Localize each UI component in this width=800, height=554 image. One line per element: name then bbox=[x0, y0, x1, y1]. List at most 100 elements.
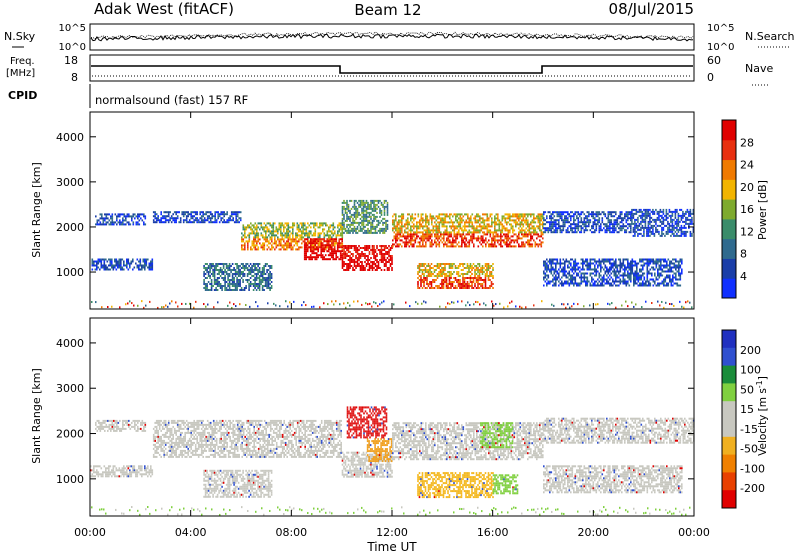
power-cell bbox=[250, 232, 252, 235]
power-cell bbox=[411, 225, 414, 228]
power-cell bbox=[416, 229, 418, 232]
power-cell bbox=[347, 223, 350, 226]
power-cell bbox=[281, 238, 284, 241]
power-cell bbox=[643, 262, 646, 265]
power-cell bbox=[152, 211, 155, 214]
power-cell bbox=[100, 264, 103, 267]
power-cell bbox=[239, 273, 241, 275]
power-cell bbox=[254, 269, 256, 271]
power-cell bbox=[588, 262, 590, 265]
power-cell bbox=[512, 227, 514, 230]
power-cell bbox=[559, 266, 562, 269]
power-cell bbox=[293, 240, 296, 243]
power-cell bbox=[670, 280, 673, 283]
power-cell bbox=[510, 225, 513, 228]
power-cell bbox=[340, 224, 342, 227]
power-cell bbox=[234, 289, 237, 291]
power-cell bbox=[592, 227, 595, 230]
power-cell bbox=[271, 244, 273, 247]
power-cell bbox=[564, 223, 566, 226]
power-cell bbox=[298, 234, 300, 237]
power-cell bbox=[534, 227, 537, 230]
power-cell bbox=[361, 251, 363, 253]
power-cell bbox=[495, 213, 498, 216]
power-cell bbox=[402, 217, 405, 220]
power-cell bbox=[497, 217, 499, 220]
power-cell bbox=[367, 269, 369, 271]
power-cell bbox=[559, 215, 562, 218]
power-cell bbox=[616, 274, 619, 277]
power-cell bbox=[118, 260, 121, 263]
power-cell bbox=[585, 284, 587, 287]
power-cell bbox=[349, 247, 351, 249]
power-cell bbox=[564, 211, 566, 214]
power-cell bbox=[607, 215, 610, 218]
power-cell bbox=[405, 221, 408, 224]
power-cell bbox=[306, 256, 309, 259]
power-cell bbox=[142, 266, 145, 269]
power-cell bbox=[272, 222, 275, 225]
power-cell bbox=[672, 270, 674, 273]
power-cell bbox=[349, 231, 351, 234]
power-cell bbox=[133, 266, 136, 269]
power-cell bbox=[598, 262, 601, 265]
power-cell bbox=[299, 222, 302, 225]
power-cell bbox=[654, 262, 656, 265]
power-cell bbox=[586, 278, 589, 281]
power-cell bbox=[414, 233, 417, 236]
power-cell bbox=[380, 257, 383, 259]
power-cell bbox=[609, 258, 611, 261]
power-cell bbox=[552, 268, 554, 271]
power-cell bbox=[464, 229, 466, 232]
power-cell bbox=[468, 245, 471, 248]
power-cell bbox=[334, 226, 336, 229]
power-cell bbox=[281, 236, 284, 239]
power-cell bbox=[308, 234, 311, 237]
power-cell bbox=[637, 278, 640, 281]
power-cell bbox=[389, 259, 392, 261]
power-cell bbox=[339, 246, 342, 249]
power-cell bbox=[352, 261, 354, 263]
power-cell bbox=[601, 260, 604, 263]
power-cell bbox=[380, 255, 383, 257]
power-cell bbox=[610, 284, 613, 287]
power-cell bbox=[255, 285, 258, 287]
power-cell bbox=[555, 223, 557, 226]
power-cell bbox=[343, 215, 345, 218]
power-cell bbox=[203, 273, 205, 275]
power-cell bbox=[385, 229, 387, 232]
power-cell bbox=[126, 221, 129, 224]
power-cell bbox=[227, 273, 229, 275]
power-cell bbox=[595, 262, 598, 265]
power-cell bbox=[418, 271, 421, 273]
power-cell bbox=[313, 234, 315, 237]
power-cell bbox=[119, 223, 121, 226]
power-cell bbox=[576, 284, 578, 287]
power-cell bbox=[234, 285, 237, 287]
power-cell bbox=[476, 213, 478, 216]
power-cell bbox=[346, 217, 348, 220]
power-cell bbox=[477, 213, 480, 216]
power-cell bbox=[140, 213, 142, 216]
power-cell bbox=[636, 274, 638, 277]
power-cell bbox=[224, 221, 227, 224]
power-cell bbox=[443, 237, 445, 240]
power-cell bbox=[459, 215, 462, 218]
power-cell bbox=[346, 245, 348, 247]
power-cell bbox=[583, 274, 586, 277]
power-cell bbox=[247, 248, 249, 251]
power-cell bbox=[343, 207, 345, 210]
power-cell bbox=[539, 219, 541, 222]
power-cell bbox=[533, 221, 535, 224]
power-cell bbox=[438, 265, 440, 267]
power-cell bbox=[678, 268, 680, 271]
power-cell bbox=[525, 233, 528, 236]
power-cell bbox=[498, 219, 501, 222]
power-cell bbox=[368, 213, 371, 216]
power-cell bbox=[486, 287, 488, 289]
power-cell bbox=[595, 211, 598, 214]
power-cell bbox=[266, 226, 269, 229]
power-cell bbox=[442, 267, 445, 269]
nsky-tick-top: 10^5 bbox=[59, 23, 86, 34]
power-cell bbox=[616, 217, 619, 220]
